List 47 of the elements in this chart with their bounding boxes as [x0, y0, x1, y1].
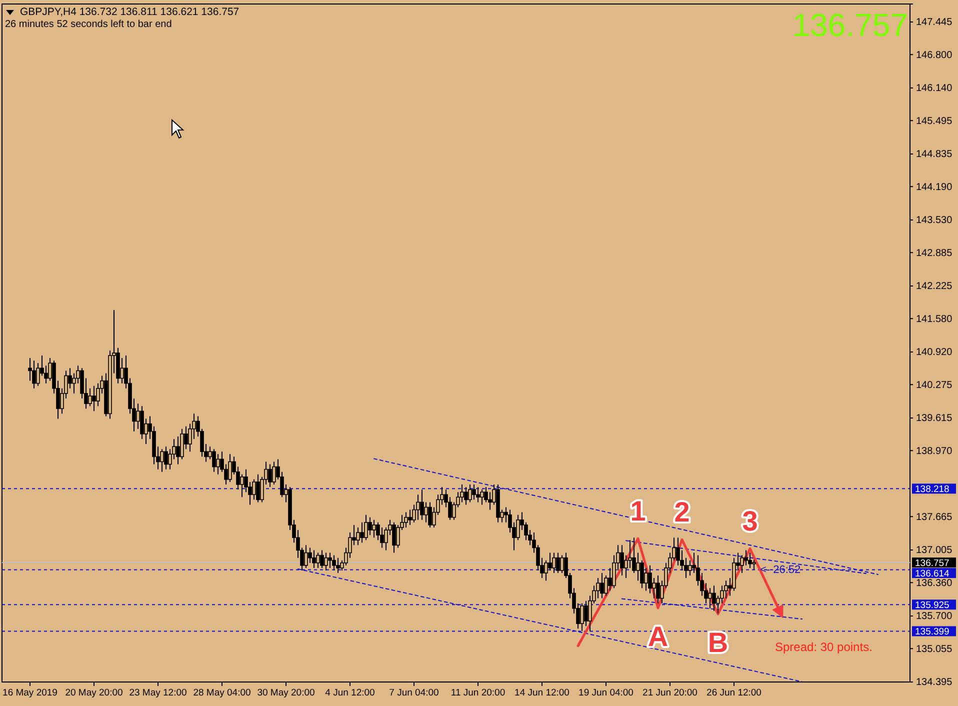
annotation: <- 26:52	[760, 564, 801, 576]
annotation: 1	[630, 496, 646, 527]
y-tick-label: 139.615	[916, 413, 953, 424]
y-tick-label: 135.700	[916, 611, 953, 622]
annotation: B	[708, 626, 728, 658]
chart-title: GBPJPY,H4 136.732 136.811 136.621 136.757	[20, 6, 240, 18]
x-tick-label: 16 May 2019	[2, 688, 58, 699]
x-tick-label: 28 May 04:00	[193, 688, 251, 699]
y-tick-label: 143.530	[916, 215, 953, 226]
y-tick-label: 136.360	[916, 578, 953, 589]
y-tick-label: 137.665	[916, 512, 953, 523]
y-tick-label: 134.395	[916, 677, 953, 688]
x-tick-label: 20 May 20:00	[65, 688, 123, 699]
x-tick-label: 19 Jun 04:00	[578, 688, 634, 699]
ref-line-label: 135.925	[915, 600, 950, 612]
x-tick-label: 11 Jun 20:00	[450, 688, 506, 699]
x-tick-label: 7 Jun 04:00	[389, 688, 439, 699]
ref-line-label: 135.399	[915, 626, 950, 638]
annotation: 2	[674, 496, 690, 528]
y-tick-label: 144.190	[916, 182, 953, 193]
y-tick-label: 135.055	[916, 644, 953, 655]
y-tick-label: 142.225	[916, 281, 953, 292]
x-tick-label: 23 May 12:00	[129, 688, 187, 699]
y-tick-label: 144.835	[916, 149, 953, 160]
y-tick-label: 145.495	[916, 116, 953, 127]
y-tick-label: 141.580	[916, 314, 953, 325]
annotation: Spread: 30 points.	[775, 640, 872, 654]
annotation: 26 minutes 52 seconds left to bar end	[5, 19, 172, 30]
x-tick-label: 4 Jun 12:00	[325, 688, 375, 699]
x-tick-label: 30 May 20:00	[257, 688, 315, 699]
annotation: 3	[742, 506, 758, 537]
y-tick-label: 138.970	[916, 446, 953, 457]
x-tick-label: 21 Jun 20:00	[642, 688, 698, 699]
y-tick-label: 140.275	[916, 380, 953, 391]
y-tick-label: 142.885	[916, 248, 953, 259]
y-tick-label: 146.800	[916, 50, 953, 61]
annotation: 136.757	[792, 7, 908, 43]
y-tick-label: 140.920	[916, 347, 953, 358]
y-tick-label: 147.445	[916, 17, 953, 28]
ref-line-label: 136.614	[915, 568, 950, 580]
ref-line-label: 136.757	[915, 558, 950, 570]
y-tick-label: 137.005	[916, 545, 953, 556]
x-tick-label: 14 Jun 12:00	[514, 688, 570, 699]
x-tick-label: 26 Jun 12:00	[706, 688, 762, 699]
annotation: A	[648, 620, 668, 652]
y-tick-label: 146.140	[916, 83, 953, 94]
ref-line-label: 138.218	[915, 484, 950, 496]
